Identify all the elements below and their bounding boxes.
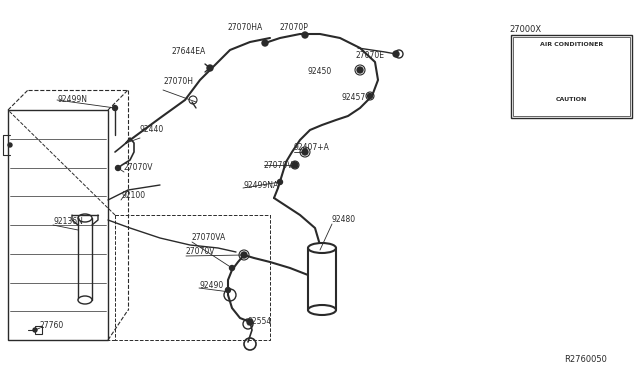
Ellipse shape xyxy=(308,243,336,253)
Circle shape xyxy=(367,93,372,99)
Circle shape xyxy=(115,166,120,170)
Circle shape xyxy=(247,319,253,325)
Text: 92554: 92554 xyxy=(248,317,272,327)
Text: 27070VA: 27070VA xyxy=(192,234,227,243)
Text: 92457: 92457 xyxy=(341,93,365,102)
Text: 27760: 27760 xyxy=(40,321,64,330)
Text: 92480: 92480 xyxy=(332,215,356,224)
Circle shape xyxy=(393,51,399,57)
Text: 27070V: 27070V xyxy=(186,247,216,257)
Circle shape xyxy=(225,288,230,292)
Text: 27070E: 27070E xyxy=(356,51,385,60)
Text: 92440: 92440 xyxy=(140,125,164,135)
Bar xyxy=(35,326,42,334)
Circle shape xyxy=(262,40,268,46)
Ellipse shape xyxy=(78,214,92,222)
Circle shape xyxy=(302,32,308,38)
Circle shape xyxy=(292,162,298,168)
Text: 92499NA: 92499NA xyxy=(243,180,278,189)
Text: 27000X: 27000X xyxy=(509,26,541,35)
Circle shape xyxy=(241,252,247,258)
Text: 27070V: 27070V xyxy=(124,164,154,173)
Text: 92450: 92450 xyxy=(308,67,332,77)
Text: 92407+A: 92407+A xyxy=(294,144,330,153)
Text: R2760050: R2760050 xyxy=(564,356,607,365)
Text: 92499N: 92499N xyxy=(57,96,87,105)
Bar xyxy=(8,110,108,340)
Text: 27070HA: 27070HA xyxy=(228,23,263,32)
Text: 92100: 92100 xyxy=(121,192,145,201)
Bar xyxy=(511,35,632,118)
Text: 92136N: 92136N xyxy=(53,218,83,227)
Text: 27070H: 27070H xyxy=(163,77,193,87)
Circle shape xyxy=(278,180,282,185)
Text: 27070VA: 27070VA xyxy=(264,160,298,170)
Text: 27070P: 27070P xyxy=(280,23,309,32)
Circle shape xyxy=(8,143,12,147)
Ellipse shape xyxy=(308,305,336,315)
Ellipse shape xyxy=(78,296,92,304)
Circle shape xyxy=(113,106,118,110)
Circle shape xyxy=(302,149,308,155)
Bar xyxy=(513,37,630,116)
Circle shape xyxy=(207,65,213,71)
Circle shape xyxy=(357,67,363,73)
Text: CAUTION: CAUTION xyxy=(556,97,587,102)
Text: 92490: 92490 xyxy=(199,280,223,289)
Circle shape xyxy=(33,328,37,332)
Circle shape xyxy=(230,266,234,270)
Text: 27644EA: 27644EA xyxy=(172,48,206,57)
Text: AIR CONDITIONER: AIR CONDITIONER xyxy=(540,42,603,46)
